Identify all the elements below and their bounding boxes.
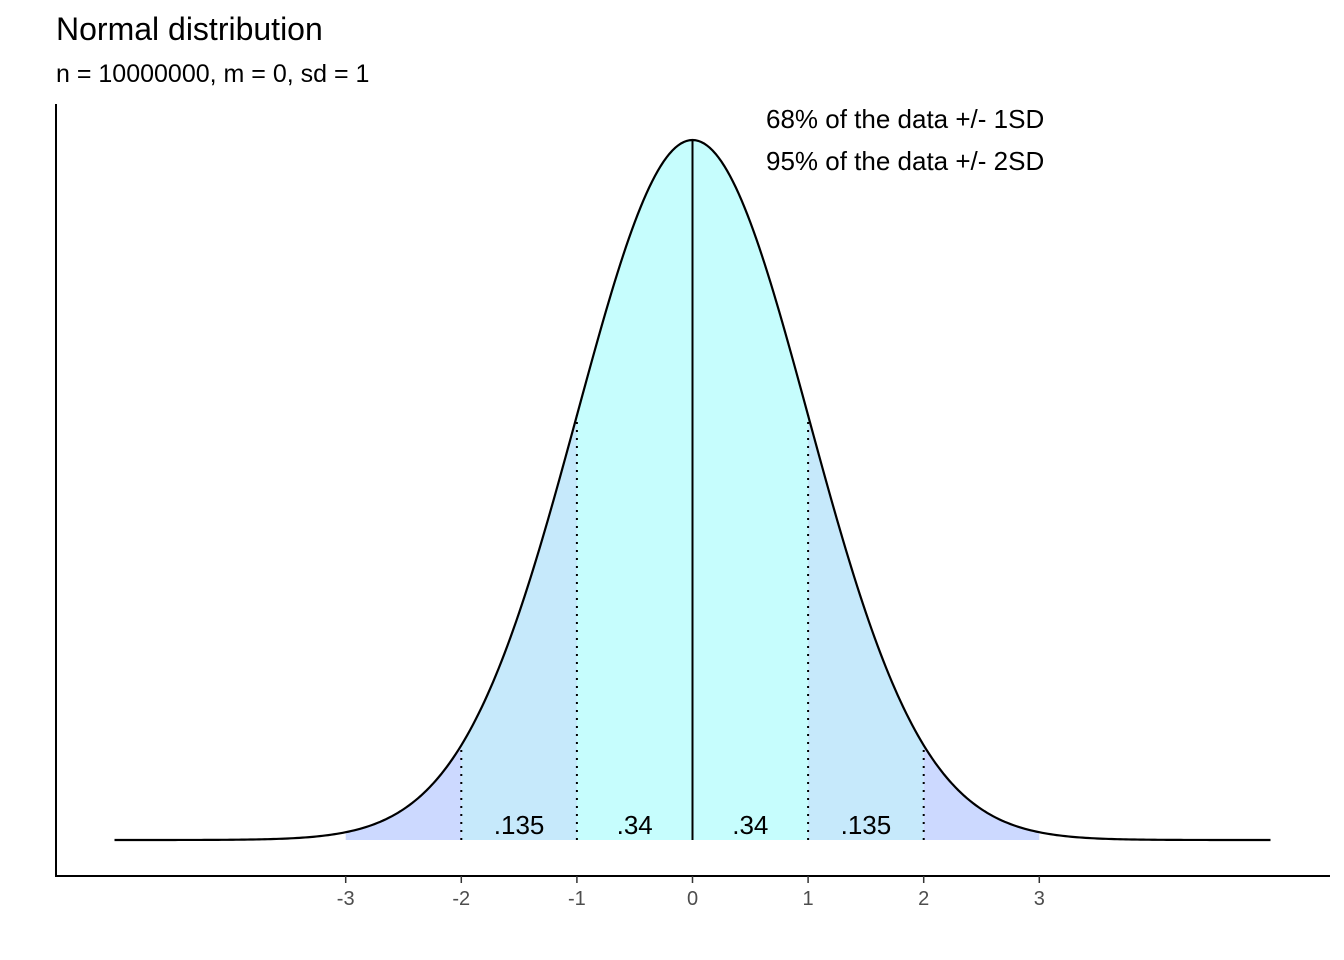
- region-labels: .135 .34 .34 .135: [494, 810, 891, 840]
- annotation-95: 95% of the data +/- 2SD: [766, 146, 1044, 176]
- x-tick-label-1: -2: [452, 888, 470, 910]
- annotation-68: 68% of the data +/- 1SD: [766, 104, 1044, 134]
- chart-title: Normal distribution: [56, 11, 323, 47]
- band-2: [576, 140, 693, 840]
- region-label-1: .34: [617, 810, 653, 840]
- x-tick-label-5: 2: [918, 888, 929, 910]
- x-axis-ticks: -3 -2 -1 0 1 2 3: [337, 876, 1045, 910]
- x-tick-label-3: 0: [687, 888, 698, 910]
- x-tick-label-0: -3: [337, 888, 355, 910]
- band-3: [692, 140, 809, 840]
- region-label-3: .135: [841, 810, 892, 840]
- region-label-0: .135: [494, 810, 545, 840]
- x-tick-label-6: 3: [1034, 888, 1045, 910]
- region-label-2: .34: [732, 810, 768, 840]
- band-0: [345, 745, 462, 840]
- sd-marker-lines: [460, 415, 925, 840]
- x-tick-label-4: 1: [803, 888, 814, 910]
- band-5: [923, 745, 1040, 840]
- chart-subtitle: n = 10000000, m = 0, sd = 1: [56, 60, 369, 88]
- x-tick-label-2: -1: [568, 888, 586, 910]
